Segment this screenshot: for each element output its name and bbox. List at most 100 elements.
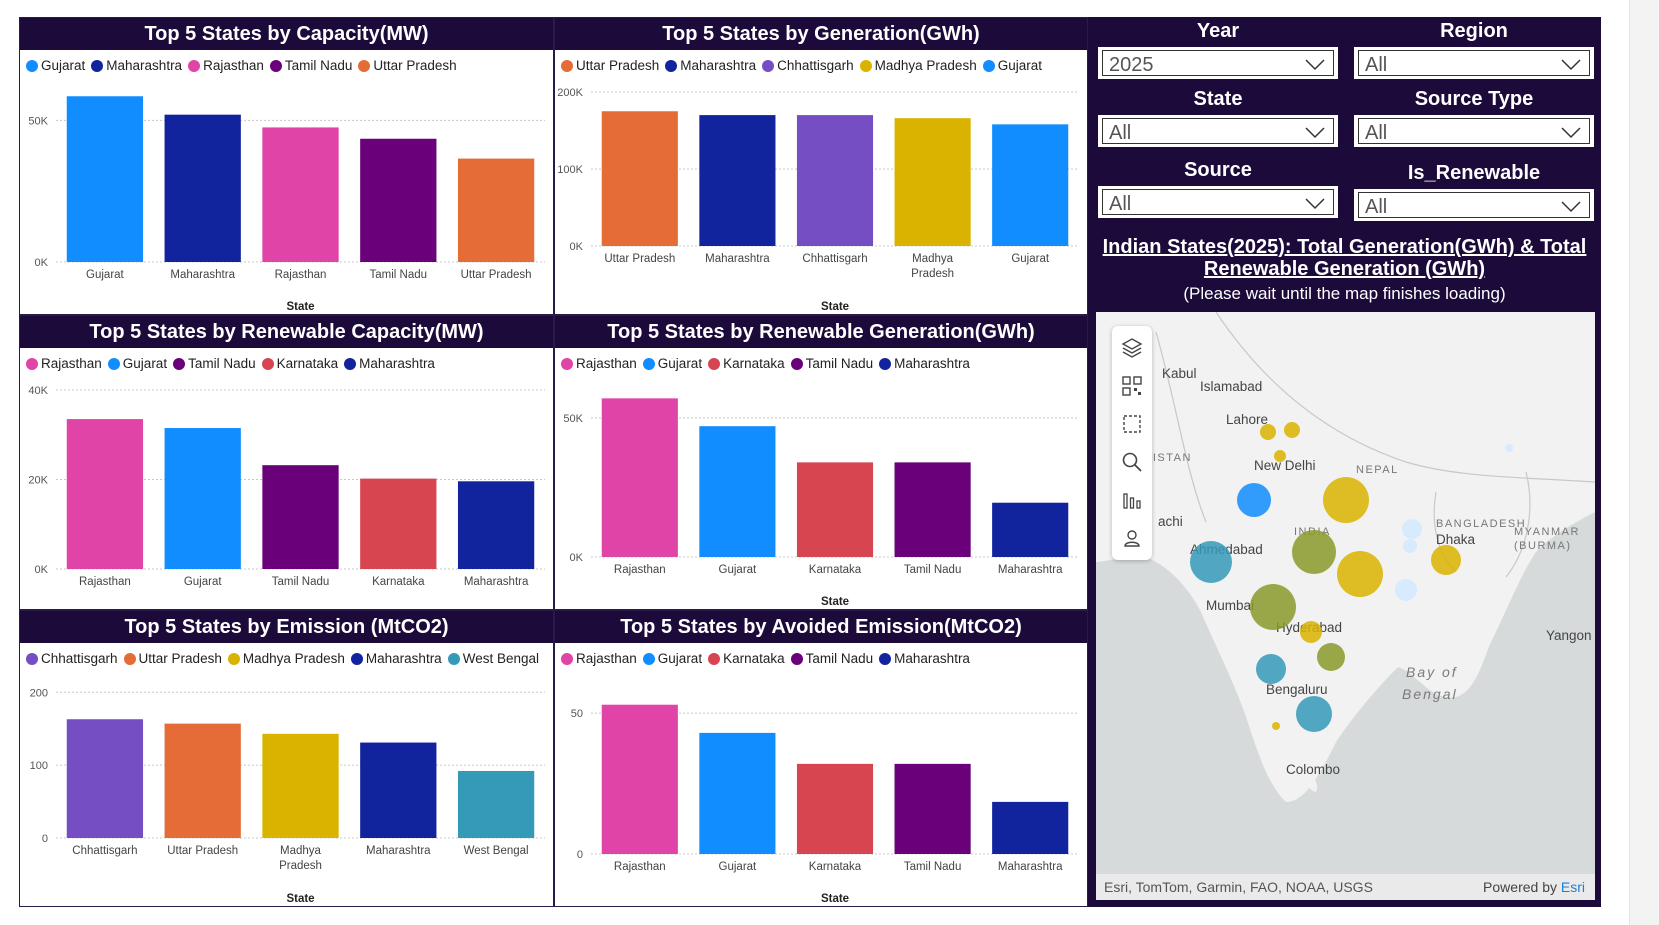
bar[interactable] (262, 733, 339, 838)
bar[interactable] (66, 719, 144, 838)
legend-item[interactable]: Maharashtra (344, 356, 435, 371)
bar[interactable] (164, 428, 241, 569)
legend-item[interactable]: Uttar Pradesh (123, 651, 222, 666)
bar[interactable] (66, 419, 144, 569)
legend-item[interactable]: Maharashtra (91, 58, 182, 73)
chart-generation[interactable]: Top 5 States by Generation(GWh) Uttar Pr… (554, 17, 1088, 315)
state-dropdown[interactable]: All (1096, 113, 1340, 149)
map-bubble[interactable] (1403, 539, 1417, 553)
map-bubble[interactable] (1237, 483, 1271, 517)
map-bubble[interactable] (1337, 551, 1383, 597)
map-bubble[interactable] (1250, 584, 1296, 630)
legend-item[interactable]: Madhya Pradesh (227, 651, 345, 666)
chart-avoided-emission[interactable]: Top 5 States by Avoided Emission(MtCO2) … (554, 610, 1088, 907)
bar[interactable] (66, 96, 144, 262)
legend-item[interactable]: Madhya Pradesh (859, 58, 977, 73)
map-bubble[interactable] (1505, 444, 1513, 452)
legend-item[interactable]: Gujarat (107, 356, 167, 371)
pin-icon[interactable] (1120, 526, 1144, 550)
legend-item[interactable]: Karnataka (708, 651, 785, 666)
map-view[interactable]: Kabul Islamabad Lahore KISTAN New Delhi NEPAL… (1096, 312, 1595, 900)
bar[interactable] (457, 481, 535, 569)
bar[interactable] (360, 742, 437, 838)
source-dropdown[interactable]: All (1096, 184, 1340, 220)
bar-chart-icon[interactable] (1120, 488, 1144, 512)
map-bubble[interactable] (1272, 722, 1280, 730)
bar[interactable] (699, 732, 776, 854)
map-bubble[interactable] (1431, 545, 1461, 575)
search-icon[interactable] (1120, 450, 1144, 474)
bar[interactable] (894, 118, 971, 246)
legend-item[interactable]: Gujarat (26, 58, 85, 73)
bar[interactable] (360, 138, 437, 262)
map-bubble[interactable] (1284, 422, 1300, 438)
bar[interactable] (457, 770, 535, 838)
map-bubble[interactable] (1402, 519, 1422, 539)
map-bubble[interactable] (1274, 450, 1286, 462)
legend-item[interactable]: Gujarat (982, 58, 1042, 73)
chart-renewable-generation[interactable]: Top 5 States by Renewable Generation(GWh… (554, 315, 1088, 610)
legend-item[interactable]: Tamil Nadu (790, 356, 873, 371)
legend-item[interactable]: Uttar Pradesh (358, 58, 457, 73)
page-scrollbar[interactable] (1629, 0, 1659, 925)
bar[interactable] (796, 763, 874, 854)
legend-item[interactable]: Chhattisgarh (762, 58, 854, 73)
map-bubble[interactable] (1190, 541, 1232, 583)
legend-item[interactable]: Tamil Nadu (790, 651, 873, 666)
map-bubble[interactable] (1323, 477, 1369, 523)
bar[interactable] (992, 801, 1069, 854)
map-bubble[interactable] (1395, 579, 1417, 601)
map-bubble[interactable] (1296, 696, 1332, 732)
chart-emission[interactable]: Top 5 States by Emission (MtCO2) Chhatti… (19, 610, 554, 907)
rect-select-icon[interactable] (1120, 412, 1144, 436)
map-bubble[interactable] (1317, 643, 1345, 671)
legend-item[interactable]: Chhattisgarh (26, 651, 118, 666)
bar[interactable] (164, 114, 241, 262)
bar[interactable] (601, 704, 678, 854)
legend-item[interactable]: Tamil Nadu (173, 356, 256, 371)
region-dropdown[interactable]: All (1352, 45, 1596, 81)
map-bubble[interactable] (1260, 424, 1276, 440)
year-dropdown[interactable]: 2025 (1096, 45, 1340, 81)
legend-item[interactable]: Uttar Pradesh (561, 58, 659, 73)
legend-item[interactable]: Rajasthan (26, 356, 102, 371)
chart-capacity[interactable]: Top 5 States by Capacity(MW) Gujarat Maha… (19, 17, 554, 315)
map-bubble[interactable] (1256, 654, 1286, 684)
bar[interactable] (164, 723, 241, 838)
legend-item[interactable]: Maharashtra (879, 356, 970, 371)
legend-item[interactable]: Maharashtra (665, 58, 756, 73)
bar[interactable] (992, 124, 1069, 246)
bar[interactable] (699, 426, 776, 557)
legend-item[interactable]: Gujarat (642, 356, 702, 371)
legend-item[interactable]: Maharashtra (879, 651, 970, 666)
legend-item[interactable]: Gujarat (642, 651, 702, 666)
bar[interactable] (894, 462, 971, 557)
bar[interactable] (894, 763, 971, 854)
legend-item[interactable]: Rajasthan (188, 58, 264, 73)
qr-select-icon[interactable] (1120, 374, 1144, 398)
bar[interactable] (262, 127, 339, 262)
legend-item[interactable]: Karnataka (261, 356, 338, 371)
bar[interactable] (601, 111, 678, 246)
bar[interactable] (360, 478, 437, 569)
map-bubble[interactable] (1300, 621, 1322, 643)
chart-renewable-capacity[interactable]: Top 5 States by Renewable Capacity(MW) R… (19, 315, 554, 610)
legend-item[interactable]: Tamil Nadu (269, 58, 352, 73)
legend-item[interactable]: Maharashtra (350, 651, 442, 666)
bar[interactable] (992, 502, 1069, 557)
bar[interactable] (262, 465, 339, 569)
bar[interactable] (796, 115, 874, 246)
legend-item[interactable]: Karnataka (708, 356, 785, 371)
legend-item[interactable]: West Bengal (447, 651, 539, 666)
esri-link[interactable]: Esri (1560, 879, 1585, 895)
bar[interactable] (796, 462, 874, 557)
legend-item[interactable]: Rajasthan (561, 651, 637, 666)
source-type-dropdown[interactable]: All (1352, 113, 1596, 149)
bar[interactable] (699, 115, 776, 246)
layers-icon[interactable] (1120, 336, 1144, 360)
is-renewable-dropdown[interactable]: All (1352, 187, 1596, 223)
legend-item[interactable]: Rajasthan (561, 356, 637, 371)
bar[interactable] (601, 398, 678, 557)
bar[interactable] (457, 158, 535, 262)
map-bubble[interactable] (1292, 530, 1336, 574)
